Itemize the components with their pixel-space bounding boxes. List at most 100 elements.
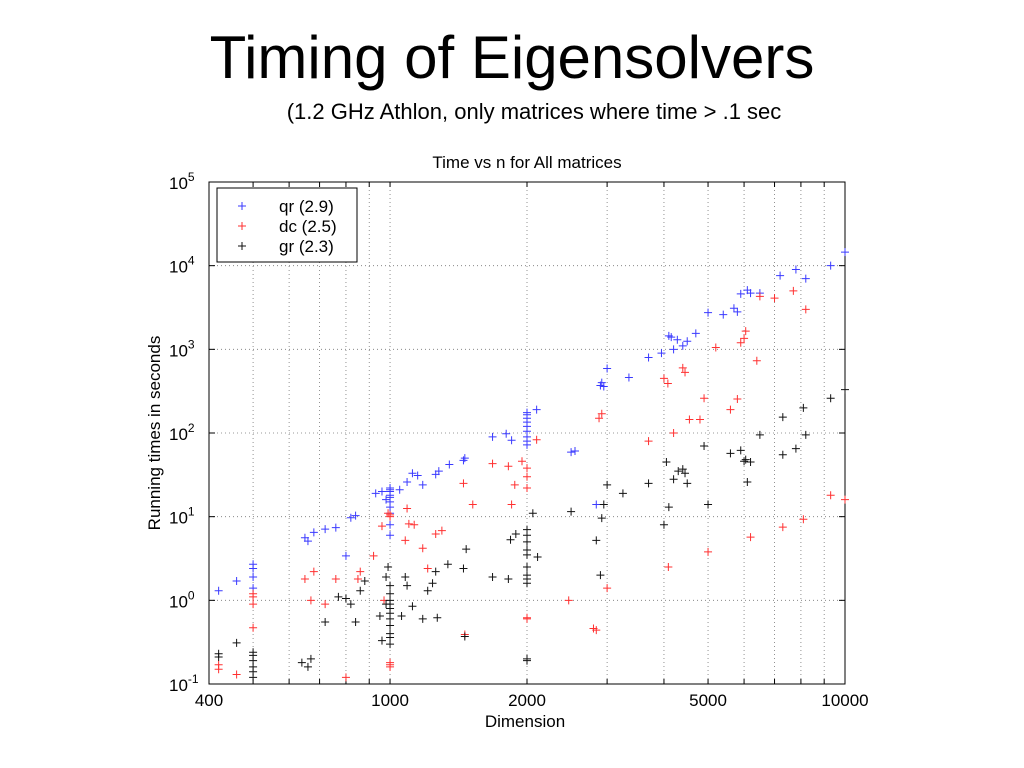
data-point bbox=[309, 567, 318, 576]
data-point bbox=[504, 462, 513, 471]
legend: qr (2.9)dc (2.5)gr (2.3) bbox=[216, 187, 358, 263]
data-point bbox=[423, 564, 432, 573]
data-point bbox=[667, 333, 676, 342]
data-point bbox=[841, 248, 849, 257]
data-point bbox=[532, 405, 541, 414]
x-tick-label: 5000 bbox=[689, 691, 727, 710]
data-point bbox=[523, 472, 531, 481]
data-point bbox=[303, 537, 312, 546]
data-point bbox=[517, 457, 526, 466]
data-points bbox=[214, 248, 849, 682]
data-point bbox=[382, 573, 391, 582]
data-point bbox=[678, 363, 687, 372]
data-point bbox=[733, 394, 742, 403]
data-point bbox=[681, 469, 690, 478]
data-point bbox=[746, 289, 755, 298]
data-point bbox=[510, 480, 519, 489]
data-point bbox=[459, 456, 468, 465]
data-point bbox=[297, 658, 306, 667]
data-point bbox=[791, 444, 800, 453]
data-point bbox=[401, 573, 410, 582]
slide-title: Timing of Eigensolvers bbox=[209, 24, 815, 91]
data-point bbox=[408, 602, 417, 611]
data-point bbox=[303, 662, 312, 671]
data-point bbox=[214, 660, 223, 669]
data-point bbox=[789, 286, 798, 295]
data-point bbox=[356, 567, 365, 576]
y-tick-label: 103 bbox=[169, 337, 195, 360]
data-point bbox=[346, 600, 355, 609]
data-point bbox=[507, 436, 516, 445]
data-point bbox=[431, 567, 440, 576]
data-point bbox=[662, 458, 671, 467]
data-point bbox=[249, 600, 258, 609]
data-point bbox=[624, 373, 633, 382]
data-point bbox=[445, 460, 454, 469]
data-point bbox=[736, 446, 745, 455]
data-point bbox=[386, 621, 395, 630]
data-point bbox=[597, 378, 606, 387]
data-point bbox=[331, 523, 340, 532]
legend-box bbox=[216, 187, 358, 263]
data-point bbox=[664, 563, 673, 572]
data-point bbox=[770, 294, 779, 303]
data-point bbox=[603, 480, 612, 489]
chart-title: Time vs n for All matrices bbox=[432, 153, 621, 172]
data-point bbox=[599, 382, 608, 391]
data-point bbox=[462, 545, 471, 554]
data-point bbox=[523, 484, 531, 493]
data-point bbox=[460, 454, 469, 463]
data-point bbox=[755, 430, 764, 439]
data-point bbox=[341, 673, 350, 682]
data-point bbox=[592, 500, 601, 509]
data-point bbox=[375, 611, 384, 620]
data-point bbox=[408, 469, 417, 478]
data-point bbox=[826, 491, 835, 500]
data-point bbox=[403, 504, 412, 513]
data-point bbox=[799, 515, 808, 524]
tick-marks bbox=[208, 181, 846, 685]
data-point bbox=[460, 632, 469, 641]
series-2 bbox=[214, 385, 849, 682]
data-point bbox=[778, 523, 787, 532]
data-point bbox=[523, 464, 531, 473]
data-point bbox=[418, 480, 427, 489]
data-point bbox=[776, 271, 785, 280]
data-point bbox=[507, 500, 516, 509]
data-point bbox=[403, 477, 412, 486]
y-tick-label: 102 bbox=[169, 421, 195, 444]
data-point bbox=[249, 592, 258, 601]
data-point bbox=[232, 670, 241, 679]
data-point bbox=[700, 441, 709, 450]
slide-subtitle: (1.2 GHz Athlon, only matrices where tim… bbox=[286, 99, 782, 124]
data-point bbox=[232, 638, 241, 647]
data-point bbox=[826, 261, 835, 270]
data-point bbox=[309, 528, 318, 537]
y-tick-labels: 10-1 100 101 102 103 104 105 bbox=[169, 170, 199, 695]
x-tick-label: 10000 bbox=[821, 691, 868, 710]
legend-label: qr (2.9) bbox=[279, 197, 334, 216]
data-point bbox=[395, 485, 404, 494]
data-point bbox=[386, 640, 395, 649]
data-point bbox=[532, 435, 541, 444]
data-point bbox=[669, 429, 678, 437]
data-point bbox=[506, 535, 515, 544]
data-point bbox=[386, 581, 395, 590]
data-point bbox=[597, 514, 606, 523]
data-point bbox=[644, 437, 653, 446]
data-point bbox=[595, 414, 604, 423]
data-point bbox=[678, 341, 687, 350]
x-tick-labels: 400 1000 2000 5000 10000 bbox=[195, 691, 869, 710]
data-point bbox=[418, 544, 427, 553]
x-axis-label: Dimension bbox=[485, 712, 565, 731]
series-0 bbox=[214, 248, 849, 595]
data-point bbox=[377, 522, 386, 531]
data-point bbox=[488, 459, 497, 468]
y-tick-label: 100 bbox=[169, 588, 195, 611]
data-point bbox=[386, 510, 395, 519]
data-point bbox=[403, 581, 412, 590]
data-point bbox=[341, 594, 350, 603]
data-point bbox=[669, 345, 678, 354]
data-point bbox=[386, 531, 395, 540]
data-point bbox=[659, 374, 668, 383]
